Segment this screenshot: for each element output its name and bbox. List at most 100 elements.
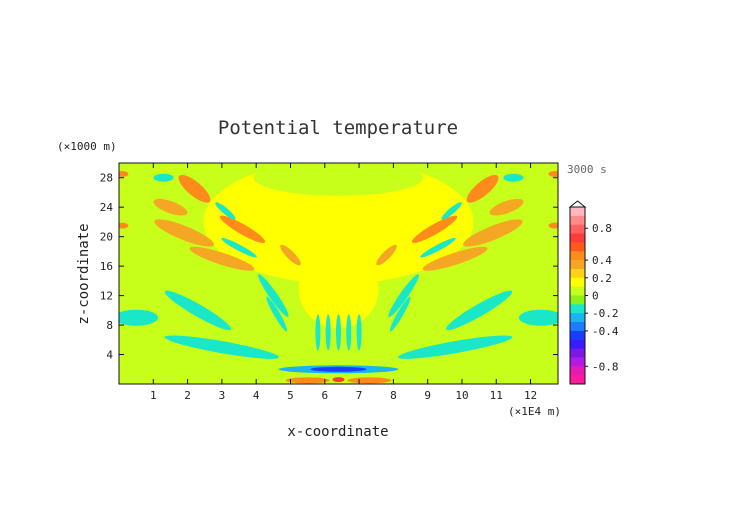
y-tick-label: 8 — [106, 319, 113, 332]
colorbar-tick-label: 0.4 — [592, 254, 612, 267]
colorbar-tick-label: -0.8 — [592, 360, 619, 373]
colorbar-tick-label: 0.2 — [592, 272, 612, 285]
field-band — [441, 202, 462, 220]
y-tick-label: 16 — [100, 260, 113, 273]
field-band — [422, 246, 488, 271]
colorbar-level — [570, 366, 585, 376]
x-tick-label: 7 — [356, 389, 363, 402]
colorbar-tick-label: 0.8 — [592, 222, 612, 235]
x-tick-label: 4 — [253, 389, 260, 402]
chart-title: Potential temperature — [218, 117, 458, 139]
field-band — [518, 309, 558, 326]
colorbar-tick-label: -0.4 — [592, 325, 619, 338]
field-band — [119, 309, 159, 326]
colorbar-level — [570, 224, 585, 234]
field-region — [347, 377, 392, 384]
field-band — [178, 174, 211, 203]
field-band — [258, 274, 289, 318]
field-band — [463, 219, 523, 247]
field-band — [389, 296, 411, 332]
field-band — [189, 246, 255, 271]
y-unit-label: (×1000 m) — [57, 140, 117, 153]
field-band — [153, 198, 188, 216]
colorbar-level — [570, 295, 585, 305]
field-streak — [315, 314, 321, 351]
heatmap-field — [119, 163, 558, 384]
field-band — [119, 222, 129, 229]
x-tick-label: 12 — [524, 389, 537, 402]
colorbar: 0.8 0.4 0.2 0 -0.2 -0.4 -0.8 — [568, 200, 619, 385]
y-tick-label: 24 — [100, 201, 114, 214]
x-tick-label: 8 — [390, 389, 397, 402]
colorbar-level — [570, 330, 585, 341]
x-tick-label: 5 — [287, 389, 294, 402]
x-tick-label: 10 — [455, 389, 468, 402]
field-region — [332, 377, 345, 383]
field-band — [153, 173, 174, 182]
colorbar-level — [570, 339, 585, 349]
x-tick-label: 6 — [321, 389, 328, 402]
colorbar-level — [570, 251, 585, 261]
colorbar-level — [570, 375, 585, 385]
colorbar-level — [570, 268, 585, 279]
field-region — [285, 377, 330, 384]
x-tick-label: 1 — [150, 389, 157, 402]
colorbar-level — [570, 286, 585, 296]
field-band — [219, 215, 266, 244]
field-band — [215, 202, 236, 220]
field-band — [221, 237, 257, 258]
x-tick-label: 9 — [424, 389, 431, 402]
field-band — [164, 290, 231, 331]
y-tick-label: 28 — [100, 172, 113, 185]
field-band — [548, 222, 558, 229]
x-axis: 1 2 3 4 5 6 7 8 9 10 11 12 — [150, 163, 537, 402]
colorbar-level — [570, 260, 585, 270]
x-tick-label: 11 — [490, 389, 503, 402]
colorbar-tick-label: -0.2 — [592, 307, 619, 320]
time-label: 3000 s — [567, 163, 607, 176]
field-streak — [356, 314, 362, 351]
field-band — [388, 274, 419, 318]
field-band — [548, 171, 558, 178]
colorbar-level — [570, 277, 585, 288]
colorbar-level — [570, 207, 585, 217]
field-region — [253, 163, 424, 196]
field-band — [119, 171, 129, 178]
colorbar-level — [570, 304, 585, 314]
y-tick-label: 4 — [106, 349, 113, 362]
field-band — [446, 290, 513, 331]
field-region — [310, 366, 367, 372]
field-band — [503, 173, 524, 182]
x-tick-label: 2 — [184, 389, 191, 402]
colorbar-level — [570, 242, 585, 252]
colorbar-level — [570, 357, 585, 367]
field-band — [420, 237, 456, 258]
y-axis-label: z-coordinate — [76, 223, 92, 324]
plot-frame — [118, 162, 559, 385]
x-tick-label: 3 — [219, 389, 226, 402]
field-band — [489, 198, 524, 216]
y-tick-label: 12 — [100, 290, 113, 303]
colorbar-level — [570, 233, 585, 243]
field-band — [466, 174, 499, 203]
y-axis: 4 8 12 16 20 24 28 — [100, 172, 558, 362]
field-band — [411, 215, 458, 244]
x-axis-label: x-coordinate — [287, 424, 388, 440]
colorbar-level — [570, 322, 585, 332]
field-band — [266, 296, 288, 332]
field-band — [164, 335, 280, 359]
field-region — [203, 163, 474, 284]
colorbar-arrow — [568, 200, 587, 208]
field-streak — [336, 314, 341, 351]
x-unit-label: (×1E4 m) — [508, 405, 561, 418]
colorbar-level — [570, 215, 585, 226]
field-streak — [346, 314, 352, 351]
colorbar-level — [570, 313, 585, 323]
colorbar-tick-label: 0 — [592, 290, 599, 303]
field-band — [154, 219, 214, 247]
field-band — [280, 244, 301, 266]
field-region — [298, 248, 379, 329]
plot-border — [118, 162, 559, 385]
field-streak — [325, 314, 331, 351]
